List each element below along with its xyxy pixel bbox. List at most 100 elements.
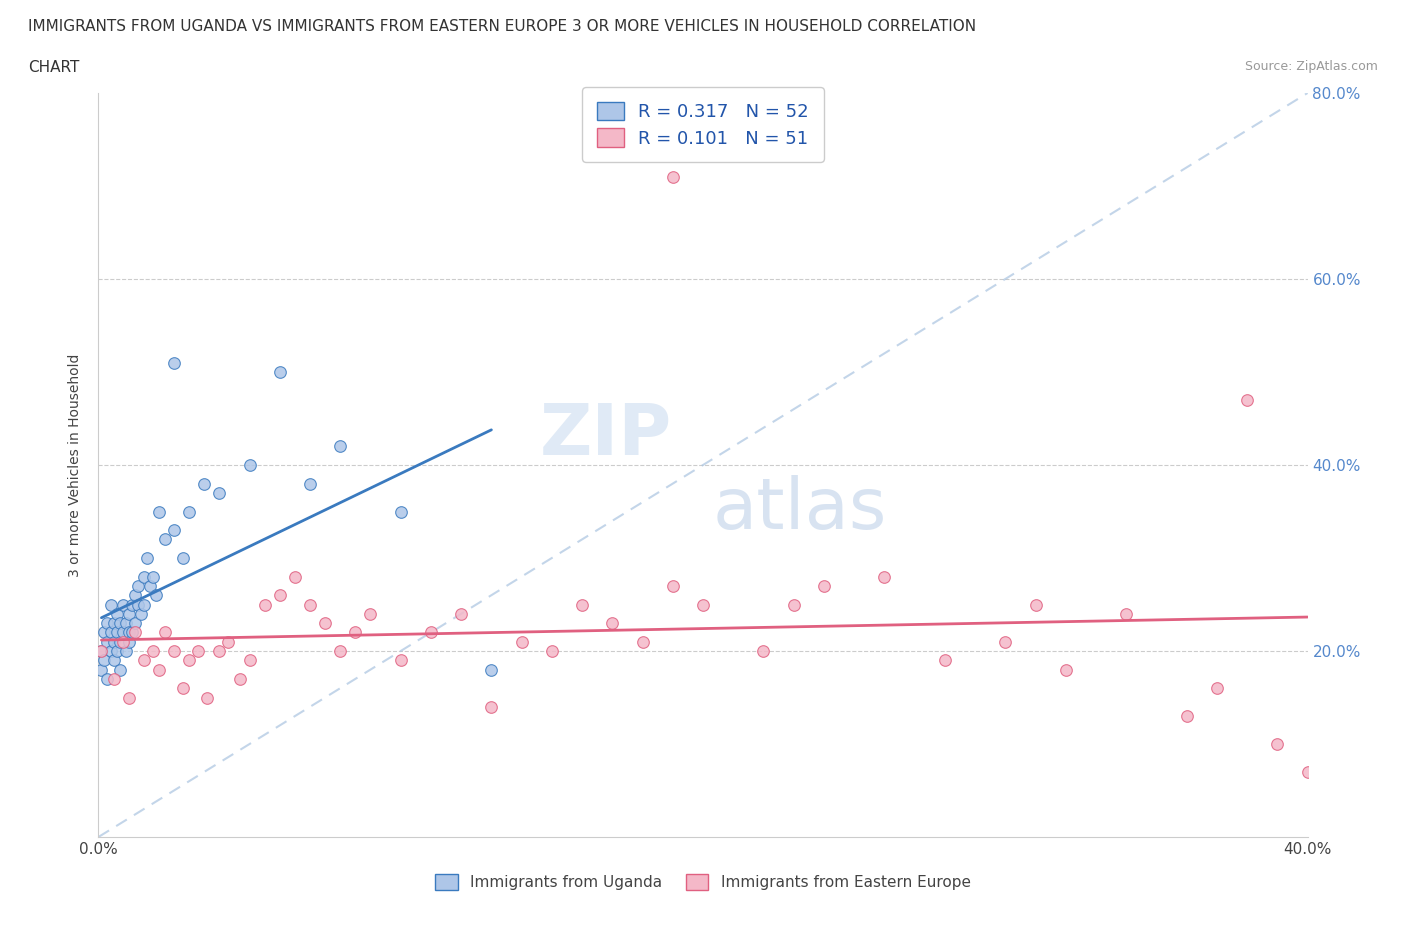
Point [420,625,443,640]
Point [132,597,155,612]
Point [118,625,141,640]
Point [329,439,352,454]
Point [179,653,201,668]
Point [132,569,155,584]
Point [299,597,322,612]
Point [148,504,170,519]
Point [96,671,118,686]
Point [118,634,141,649]
Point [124,588,146,603]
Point [90,662,112,677]
Point [783,597,806,612]
Point [111,634,134,649]
Point [360,606,382,621]
Point [1175,709,1198,724]
Point [269,365,291,379]
Point [93,653,115,668]
Point [1236,392,1258,407]
Point [93,625,115,640]
Point [108,616,131,631]
Text: IMMIGRANTS FROM UGANDA VS IMMIGRANTS FROM EASTERN EUROPE 3 OR MORE VEHICLES IN H: IMMIGRANTS FROM UGANDA VS IMMIGRANTS FRO… [28,19,976,33]
Point [96,616,118,631]
Point [208,644,231,658]
Point [1115,606,1137,621]
Point [163,644,186,658]
Point [111,597,134,612]
Point [139,578,162,593]
Point [510,634,533,649]
Point [153,625,176,640]
Point [153,532,176,547]
Point [108,634,131,649]
Text: atlas: atlas [713,475,887,544]
Point [239,653,262,668]
Point [124,625,146,640]
Point [163,355,186,370]
Point [253,597,276,612]
Point [284,569,307,584]
Point [329,644,352,658]
Point [121,625,143,640]
Point [299,476,322,491]
Point [145,588,167,603]
Point [142,569,165,584]
Point [813,578,835,593]
Point [129,606,152,621]
Point [692,597,714,612]
Point [269,588,291,603]
Point [873,569,896,584]
Point [118,606,141,621]
Point [132,653,155,668]
Point [124,616,146,631]
Point [195,690,218,705]
Point [661,169,683,184]
Point [661,578,683,593]
Point [103,671,125,686]
Point [105,644,128,658]
Text: Source: ZipAtlas.com: Source: ZipAtlas.com [1244,60,1378,73]
Point [450,606,472,621]
Point [90,644,112,658]
Point [105,606,128,621]
Point [142,644,165,658]
Point [103,653,125,668]
Point [239,458,262,472]
Point [127,597,149,612]
Point [934,653,956,668]
Point [108,662,131,677]
Point [105,625,128,640]
Point [127,578,149,593]
Point [481,699,503,714]
Point [163,523,186,538]
Point [1206,681,1229,696]
Point [100,644,122,658]
Point [118,690,141,705]
Point [1054,662,1077,677]
Point [752,644,775,658]
Point [344,625,367,640]
Point [114,644,136,658]
Point [111,625,134,640]
Point [389,504,412,519]
Point [172,681,194,696]
Point [103,616,125,631]
Point [1024,597,1046,612]
Text: ZIP: ZIP [540,401,672,470]
Point [314,616,336,631]
Text: CHART: CHART [28,60,80,75]
Point [229,671,252,686]
Point [121,597,143,612]
Point [100,625,122,640]
Point [135,551,157,565]
Point [193,476,215,491]
Legend: Immigrants from Uganda, Immigrants from Eastern Europe: Immigrants from Uganda, Immigrants from … [429,868,977,897]
Point [540,644,562,658]
Point [100,597,122,612]
Point [1296,764,1319,779]
Point [1267,737,1289,751]
Point [217,634,239,649]
Point [602,616,624,631]
Point [90,644,112,658]
Point [103,634,125,649]
Point [179,504,201,519]
